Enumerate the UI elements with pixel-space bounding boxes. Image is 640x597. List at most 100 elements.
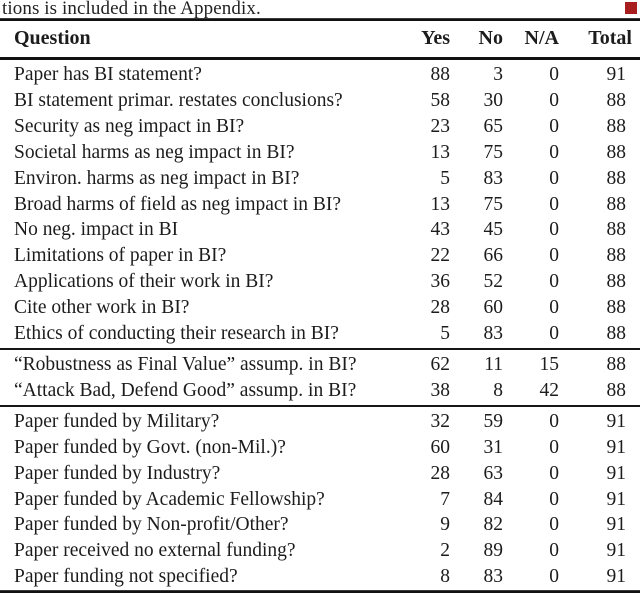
total-cell: 88 bbox=[606, 115, 627, 137]
table-row: Paper funded by Industry? 28 63 0 91 bbox=[0, 461, 640, 487]
survey-results-table: Question Yes No N/A Total Paper has BI s… bbox=[0, 21, 640, 590]
no-cell: 8 bbox=[493, 379, 503, 401]
question-cell: “Attack Bad, Defend Good” assump. in BI? bbox=[14, 379, 357, 401]
question-cell: Broad harms of field as neg impact in BI… bbox=[14, 193, 342, 215]
total-cell: 88 bbox=[606, 167, 627, 189]
na-cell: 0 bbox=[549, 219, 559, 241]
total-cell: 88 bbox=[606, 245, 627, 267]
table-row: Paper funded by Govt. (non-Mil.)? 60 31 0 91 bbox=[0, 435, 640, 461]
col-header-yes: Yes bbox=[398, 21, 450, 60]
question-cell: Environ. harms as neg impact in BI? bbox=[14, 167, 300, 189]
total-cell: 88 bbox=[606, 219, 627, 241]
section-assumptions: “Robustness as Final Value” assump. in B… bbox=[0, 352, 640, 404]
table-row: Cite other work in BI? 28 60 0 88 bbox=[0, 295, 640, 321]
separator-row bbox=[0, 347, 640, 352]
na-cell: 15 bbox=[539, 353, 560, 375]
table-row: Paper funding not specified? 8 83 0 91 bbox=[0, 564, 640, 590]
no-cell: 84 bbox=[483, 488, 504, 510]
yes-cell: 7 bbox=[440, 488, 450, 510]
yes-cell: 22 bbox=[430, 245, 451, 267]
table-bottom-rule bbox=[0, 590, 640, 594]
question-cell: Security as neg impact in BI? bbox=[14, 115, 245, 137]
total-cell: 88 bbox=[606, 141, 627, 163]
yes-cell: 43 bbox=[430, 219, 451, 241]
question-cell: Cite other work in BI? bbox=[14, 297, 190, 319]
yes-cell: 5 bbox=[440, 167, 450, 189]
question-cell: BI statement primar. restates conclusion… bbox=[14, 89, 343, 111]
question-cell: Paper has BI statement? bbox=[14, 64, 202, 85]
table-row: No neg. impact in BI 43 45 0 88 bbox=[0, 217, 640, 243]
total-cell: 88 bbox=[606, 89, 627, 111]
section-separator bbox=[0, 404, 640, 409]
question-cell: Societal harms as neg impact in BI? bbox=[14, 141, 295, 163]
question-cell: Ethics of conducting their research in B… bbox=[14, 323, 339, 345]
total-cell: 88 bbox=[606, 297, 627, 319]
table-row: Limitations of paper in BI? 22 66 0 88 bbox=[0, 243, 640, 269]
header-row: Question Yes No N/A Total bbox=[0, 21, 640, 60]
na-cell: 0 bbox=[549, 167, 559, 189]
na-cell: 0 bbox=[549, 141, 559, 163]
question-cell: Paper funded by Military? bbox=[14, 410, 220, 432]
no-cell: 30 bbox=[483, 89, 504, 111]
question-cell: Paper funded by Industry? bbox=[14, 462, 221, 484]
na-cell: 0 bbox=[549, 193, 559, 215]
na-cell: 0 bbox=[549, 514, 559, 536]
table-row: Societal harms as neg impact in BI? 13 75 0… bbox=[0, 140, 640, 166]
total-cell: 91 bbox=[606, 566, 627, 588]
total-cell: 88 bbox=[606, 323, 627, 345]
no-cell: 75 bbox=[483, 193, 504, 215]
na-cell: 0 bbox=[549, 410, 559, 432]
yes-cell: 58 bbox=[430, 89, 451, 111]
no-cell: 83 bbox=[483, 323, 504, 345]
yes-cell: 32 bbox=[430, 410, 451, 432]
total-cell: 91 bbox=[606, 64, 627, 85]
section-funding: Paper funded by Military? 32 59 0 91 Paper fu… bbox=[0, 409, 640, 590]
no-cell: 82 bbox=[483, 514, 504, 536]
no-cell: 83 bbox=[483, 167, 504, 189]
table-top-rule bbox=[0, 18, 640, 21]
table-header: Question Yes No N/A Total bbox=[0, 21, 640, 60]
na-cell: 0 bbox=[549, 436, 559, 458]
yes-cell: 28 bbox=[430, 462, 451, 484]
na-cell: 0 bbox=[549, 89, 559, 111]
col-header-na: N/A bbox=[503, 21, 559, 60]
no-cell: 89 bbox=[483, 540, 504, 562]
table-row: Paper funded by Non-profit/Other? 9 82 0 91 bbox=[0, 512, 640, 538]
section-divider-rule bbox=[0, 404, 640, 407]
total-cell: 91 bbox=[606, 462, 627, 484]
yes-cell: 28 bbox=[430, 297, 451, 319]
question-cell: No neg. impact in BI bbox=[14, 219, 179, 241]
separator-row bbox=[0, 404, 640, 409]
yes-cell: 62 bbox=[430, 353, 451, 375]
question-cell: Paper funded by Govt. (non-Mil.)? bbox=[14, 436, 286, 458]
no-cell: 11 bbox=[484, 353, 503, 375]
table-row: Paper received no external funding? 2 89 0 9… bbox=[0, 538, 640, 564]
table-row: Paper has BI statement? 88 3 0 91 bbox=[0, 59, 640, 88]
table-row: Paper funded by Military? 32 59 0 91 bbox=[0, 409, 640, 435]
na-cell: 0 bbox=[549, 488, 559, 510]
total-cell: 88 bbox=[606, 193, 627, 215]
table-row: Paper funded by Academic Fellowship? 7 84 0… bbox=[0, 487, 640, 513]
table-row: Environ. harms as neg impact in BI? 5 83 0 8… bbox=[0, 166, 640, 192]
no-cell: 59 bbox=[483, 410, 504, 432]
yes-cell: 13 bbox=[430, 193, 451, 215]
yes-cell: 2 bbox=[440, 540, 450, 562]
table-row: Security as neg impact in BI? 23 65 0 88 bbox=[0, 114, 640, 140]
section-separator bbox=[0, 347, 640, 352]
question-cell: Limitations of paper in BI? bbox=[14, 245, 227, 267]
no-cell: 45 bbox=[483, 219, 504, 241]
na-cell: 0 bbox=[549, 566, 559, 588]
table-row: Ethics of conducting their research in B… bbox=[0, 321, 640, 347]
total-cell: 91 bbox=[606, 514, 627, 536]
total-cell: 91 bbox=[606, 410, 627, 432]
yes-cell: 8 bbox=[440, 566, 450, 588]
no-cell: 83 bbox=[483, 566, 504, 588]
table-row: Broad harms of field as neg impact in BI… bbox=[0, 192, 640, 218]
total-cell: 91 bbox=[606, 488, 627, 510]
question-cell: Applications of their work in BI? bbox=[14, 271, 274, 293]
na-cell: 0 bbox=[549, 462, 559, 484]
question-cell: Paper funding not specified? bbox=[14, 566, 238, 588]
total-cell: 88 bbox=[606, 271, 627, 293]
yes-cell: 9 bbox=[440, 514, 450, 536]
